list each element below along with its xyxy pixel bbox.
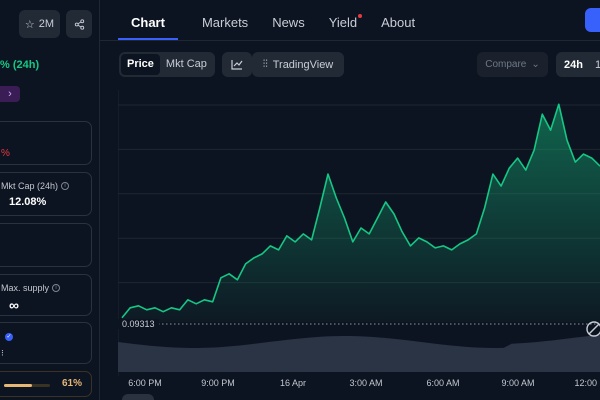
chart-metric-toggle: Price Mkt Cap bbox=[119, 52, 215, 77]
verified-check-icon: ✓ bbox=[5, 333, 13, 341]
price-area bbox=[122, 104, 600, 322]
x-tick-label: 9:00 AM bbox=[501, 378, 535, 388]
stat-card-max-supply: Max. supply i ∞ bbox=[0, 274, 92, 316]
price-change-24h: % (24h) bbox=[0, 59, 40, 71]
line-chart-icon bbox=[231, 60, 243, 70]
price-line bbox=[121, 103, 600, 319]
compare-label: Compare bbox=[485, 59, 527, 70]
reset-zoom-slash bbox=[588, 323, 600, 335]
share-icon bbox=[74, 18, 84, 30]
range-next[interactable]: 1 bbox=[594, 58, 600, 71]
price-chart[interactable]: 0.09313 bbox=[118, 90, 600, 376]
stat-label: Max. supply i bbox=[1, 283, 61, 293]
stat-card-circulating bbox=[0, 223, 92, 267]
watchlist-count: 2M bbox=[38, 18, 55, 30]
info-icon[interactable]: i bbox=[52, 284, 61, 292]
stat-label-text: Mkt Cap (24h) bbox=[1, 181, 59, 191]
price-chart-svg bbox=[118, 90, 600, 376]
progress-percent: 61% bbox=[62, 378, 83, 389]
primary-action-button[interactable] bbox=[585, 8, 600, 32]
stat-card-verified: ✓ ⁝ bbox=[0, 322, 92, 364]
info-icon[interactable]: i bbox=[61, 182, 70, 190]
tab-yield-label: Yield bbox=[328, 15, 358, 30]
tradingview-button[interactable]: ⫶⫶ TradingView bbox=[252, 52, 344, 77]
tab-markets[interactable]: Markets bbox=[201, 15, 249, 30]
x-tick-label: 6:00 AM bbox=[426, 378, 460, 388]
x-tick-label: 9:00 PM bbox=[201, 378, 235, 388]
stat-label-text: Max. supply bbox=[1, 283, 50, 293]
line-chart-button[interactable] bbox=[222, 52, 252, 77]
tab-news[interactable]: News bbox=[272, 15, 305, 30]
stat-change-negative: % bbox=[1, 148, 10, 159]
watchlist-button[interactable]: ☆ 2M bbox=[19, 10, 60, 38]
chevron-down-icon: ⌄ bbox=[531, 59, 540, 70]
notification-dot bbox=[358, 14, 363, 18]
tab-chart[interactable]: Chart bbox=[118, 0, 178, 40]
reset-zoom-icon bbox=[586, 321, 600, 337]
tab-bar: Chart Markets News Yield About bbox=[118, 0, 439, 40]
stat-card-progress: 61% bbox=[0, 371, 92, 397]
stat-label: Mkt Cap (24h) i bbox=[1, 181, 70, 191]
stat-value: ∞ bbox=[9, 297, 19, 313]
share-button[interactable] bbox=[66, 10, 92, 38]
scroll-handle[interactable] bbox=[122, 394, 154, 400]
progress-bar-fill bbox=[4, 384, 33, 387]
x-tick-label: 12:00 P bbox=[574, 378, 600, 388]
x-tick-label: 3:00 AM bbox=[349, 378, 383, 388]
stat-card-volume-mktcap: Mkt Cap (24h) i 12.08% bbox=[0, 172, 92, 216]
chevron-right-icon: › bbox=[8, 88, 12, 100]
stat-value: 12.08% bbox=[9, 196, 47, 208]
more-dots-icon: ⁝ bbox=[1, 348, 4, 358]
tab-yield[interactable]: Yield bbox=[328, 0, 363, 40]
tab-about[interactable]: About bbox=[381, 15, 416, 30]
star-icon: ☆ bbox=[24, 18, 35, 31]
sliders-icon: ⫶⫶ bbox=[262, 59, 268, 70]
x-tick-label: 16 Apr bbox=[279, 378, 307, 388]
tab-divider bbox=[100, 40, 600, 41]
range-24h[interactable]: 24h bbox=[564, 58, 583, 71]
compare-dropdown[interactable]: Compare ⌄ bbox=[477, 52, 548, 77]
x-tick-label: 6:00 PM bbox=[128, 378, 162, 388]
start-price-label: 0.09313 bbox=[118, 319, 159, 329]
toggle-mktcap[interactable]: Mkt Cap bbox=[165, 58, 207, 70]
tradingview-label: TradingView bbox=[272, 58, 334, 71]
volume-area bbox=[118, 334, 600, 372]
coin-sidebar: ☆ 2M % (24h) › % Mkt Cap (24h) i 12.08% … bbox=[0, 0, 100, 400]
stat-card-market-cap: % bbox=[0, 121, 92, 165]
time-range-selector: 24h 1 bbox=[556, 52, 600, 77]
progress-bar bbox=[4, 384, 50, 387]
toggle-price[interactable]: Price bbox=[121, 54, 160, 75]
expand-chevron-button[interactable]: › bbox=[0, 86, 20, 102]
x-axis-labels: 6:00 PM 9:00 PM 16 Apr 3:00 AM 6:00 AM 9:00 A… bbox=[118, 376, 600, 392]
